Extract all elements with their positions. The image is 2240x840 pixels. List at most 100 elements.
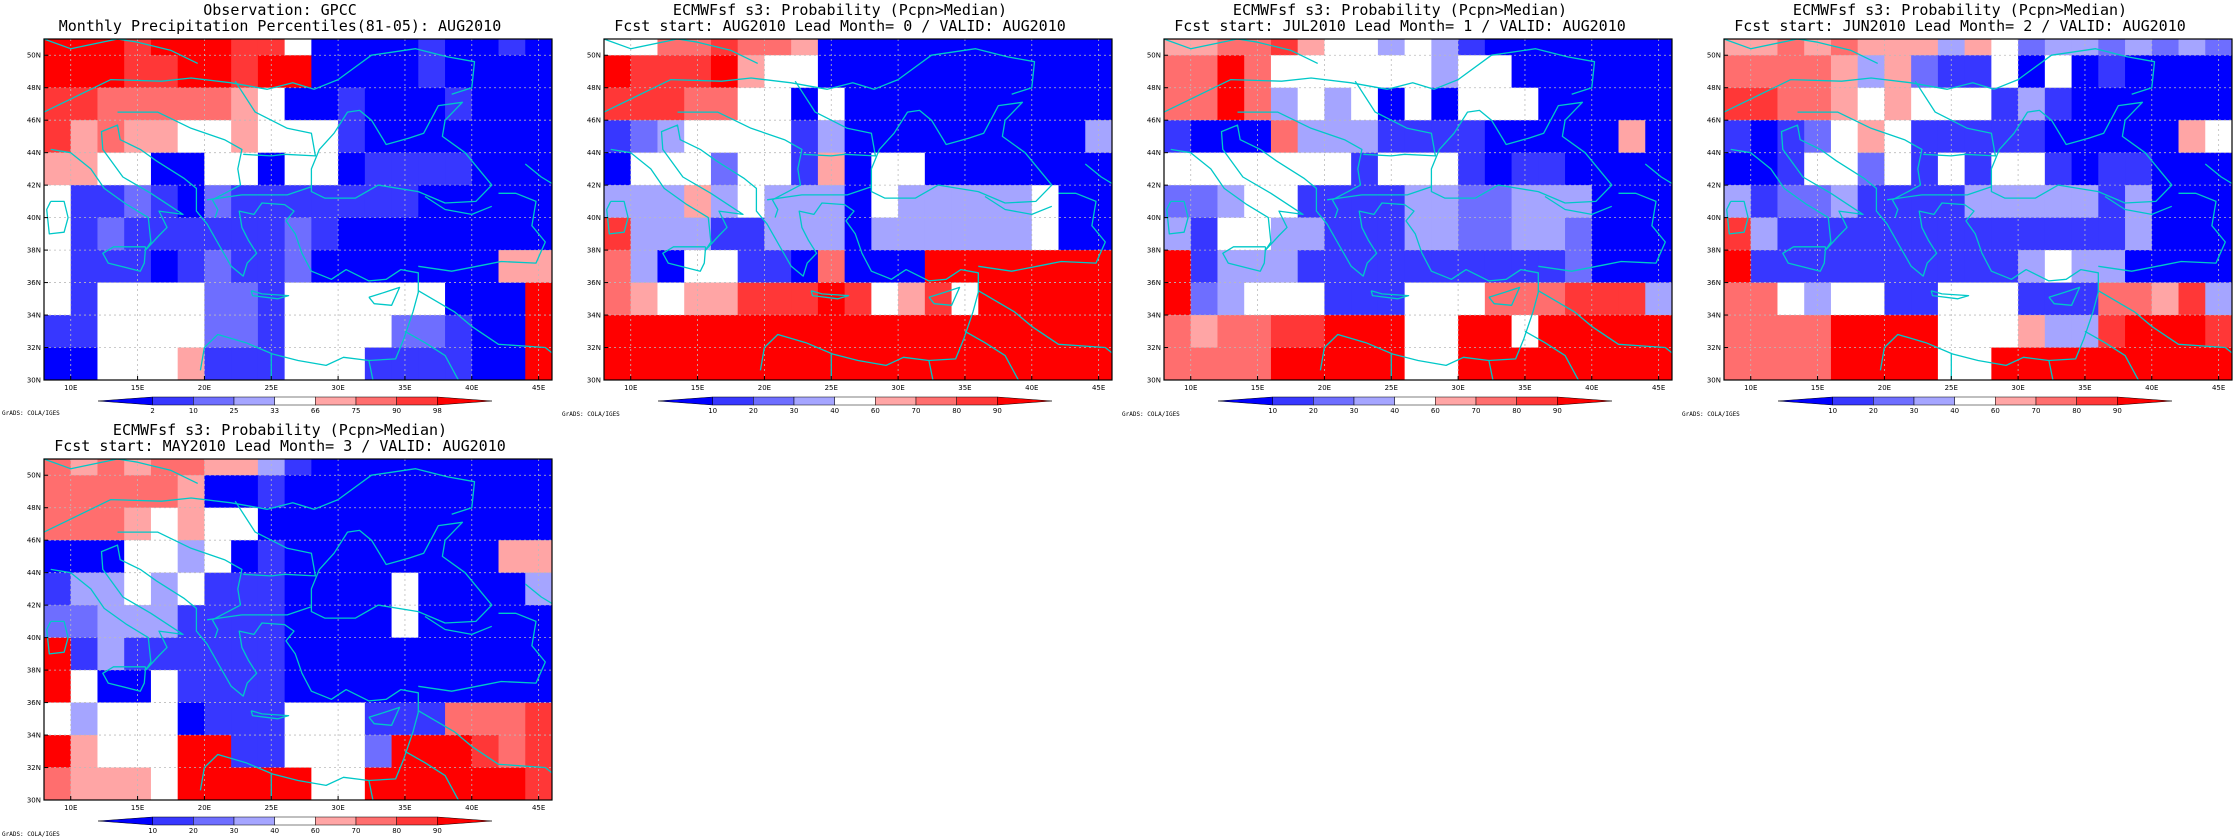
- coastline: [1488, 286, 1521, 306]
- colorbar-swatch: [1435, 396, 1477, 406]
- heatmap-cell: [1911, 282, 1939, 316]
- heatmap-cell: [204, 670, 232, 704]
- y-tick-label: 46N: [1707, 117, 1721, 125]
- heatmap-cell: [2178, 55, 2206, 89]
- heatmap-cell: [471, 507, 500, 541]
- coastline: [1930, 290, 1970, 300]
- heatmap-cell: [284, 540, 312, 574]
- heatmap-cell: [284, 702, 312, 736]
- heatmap-cell: [657, 55, 685, 89]
- coastline: [604, 48, 1036, 113]
- heatmap-cell: [177, 347, 206, 380]
- heatmap-cell: [44, 250, 72, 284]
- colorbar-tick-label: 80: [2072, 407, 2081, 415]
- heatmap-cell: [737, 250, 766, 284]
- colorbar-tick-label: 33: [270, 407, 279, 415]
- x-tick-label: 10E: [64, 384, 77, 392]
- heatmap-cell: [710, 315, 739, 349]
- heatmap-cell: [2125, 315, 2153, 349]
- heatmap-cell: [97, 767, 125, 800]
- heatmap-cell: [1857, 347, 1886, 380]
- heatmap-cell: [2044, 39, 2073, 56]
- heatmap-cell: [552, 573, 560, 606]
- heatmap-cell: [791, 152, 819, 186]
- heatmap-cell: [150, 670, 179, 704]
- heatmap-cell: [311, 459, 339, 476]
- heatmap-cell: [657, 185, 685, 219]
- heatmap-cell: [97, 315, 125, 349]
- heatmap-cell: [2232, 120, 2240, 153]
- heatmap-cell: [338, 152, 366, 186]
- heatmap-cell: [177, 459, 206, 476]
- y-tick-label: 44N: [587, 149, 601, 157]
- heatmap-cell: [1484, 315, 1513, 349]
- gridlines: [44, 459, 552, 801]
- chart-title: ECMWFsf s3: Probability (Pcpn>Median): [112, 421, 448, 439]
- heatmap-cell: [552, 218, 560, 251]
- chart-title: Observation: GPCC: [203, 1, 357, 19]
- heatmap-cell: [471, 55, 500, 89]
- heatmap-cell: [364, 120, 393, 154]
- heatmap-cell: [764, 347, 792, 380]
- heatmap-cell: [684, 39, 712, 56]
- heatmap-cell: [1297, 87, 1326, 121]
- heatmap-cell: [177, 702, 206, 736]
- heatmap-cell: [844, 315, 872, 349]
- y-tick-label: 34N: [27, 732, 41, 740]
- panel-lead-3: ECMWFsf s3: Probability (Pcpn>Median) Fc…: [0, 420, 560, 840]
- y-tick-label: 42N: [1147, 182, 1161, 190]
- heatmap-cell: [70, 735, 99, 769]
- heatmap-cell: [338, 120, 366, 154]
- colorbar-tick-label: 60: [1431, 407, 1440, 415]
- heatmap-cells: [604, 39, 1120, 380]
- heatmap-cell: [1164, 250, 1192, 284]
- heatmap-cell: [338, 605, 366, 639]
- heatmap-cell: [70, 347, 99, 380]
- heatmap-cell: [150, 475, 179, 509]
- heatmap-cell: [1217, 217, 1245, 251]
- heatmap-cell: [710, 347, 739, 380]
- heatmap-cell: [2232, 185, 2240, 218]
- y-tick-label: 38N: [1707, 247, 1721, 255]
- heatmap-cell: [364, 702, 393, 736]
- heatmap-cell: [710, 39, 739, 56]
- heatmap-cell: [2178, 217, 2206, 251]
- heatmap-cell: [630, 250, 659, 284]
- y-tick-label: 32N: [1147, 344, 1161, 352]
- heatmap-cell: [1911, 39, 1939, 56]
- colorbar-swatch: [1394, 396, 1436, 406]
- heatmap-cell: [1777, 39, 1805, 56]
- heatmap-cell: [177, 735, 206, 769]
- x-tick-label: 20E: [758, 384, 771, 392]
- heatmap-cell: [1724, 250, 1752, 284]
- heatmap-cell: [1724, 152, 1752, 186]
- heatmap-cell: [150, 282, 179, 316]
- heatmap-cell: [1991, 250, 2019, 284]
- heatmap-cell: [97, 282, 125, 316]
- heatmap-cell: [1005, 250, 1033, 284]
- heatmap-cell: [764, 39, 792, 56]
- colorbar-tick-label: 90: [433, 827, 442, 835]
- heatmap-cell: [364, 55, 393, 89]
- heatmap-cell: [1911, 120, 1939, 154]
- heatmap-cell: [418, 55, 446, 89]
- heatmap-cell: [1112, 315, 1120, 348]
- heatmap-cell: [1884, 87, 1912, 121]
- y-tick-label: 50N: [1707, 52, 1721, 60]
- heatmap-cell: [2178, 152, 2206, 186]
- colorbar-swatch: [355, 816, 397, 826]
- heatmap-cell: [1724, 87, 1752, 121]
- heatmap-cell: [498, 475, 526, 509]
- heatmap-cell: [498, 152, 526, 186]
- heatmap-cell: [657, 347, 685, 380]
- heatmap-cell: [1964, 347, 1992, 380]
- y-tick-label: 40N: [587, 214, 601, 222]
- y-tick-label: 38N: [587, 247, 601, 255]
- heatmap-cell: [710, 120, 739, 154]
- heatmap-cell: [1005, 152, 1033, 186]
- heatmap-cell: [604, 152, 632, 186]
- coastline: [1327, 186, 1432, 201]
- heatmap-cell: [70, 39, 99, 56]
- heatmap-cell: [1458, 282, 1486, 316]
- coastline: [810, 290, 850, 300]
